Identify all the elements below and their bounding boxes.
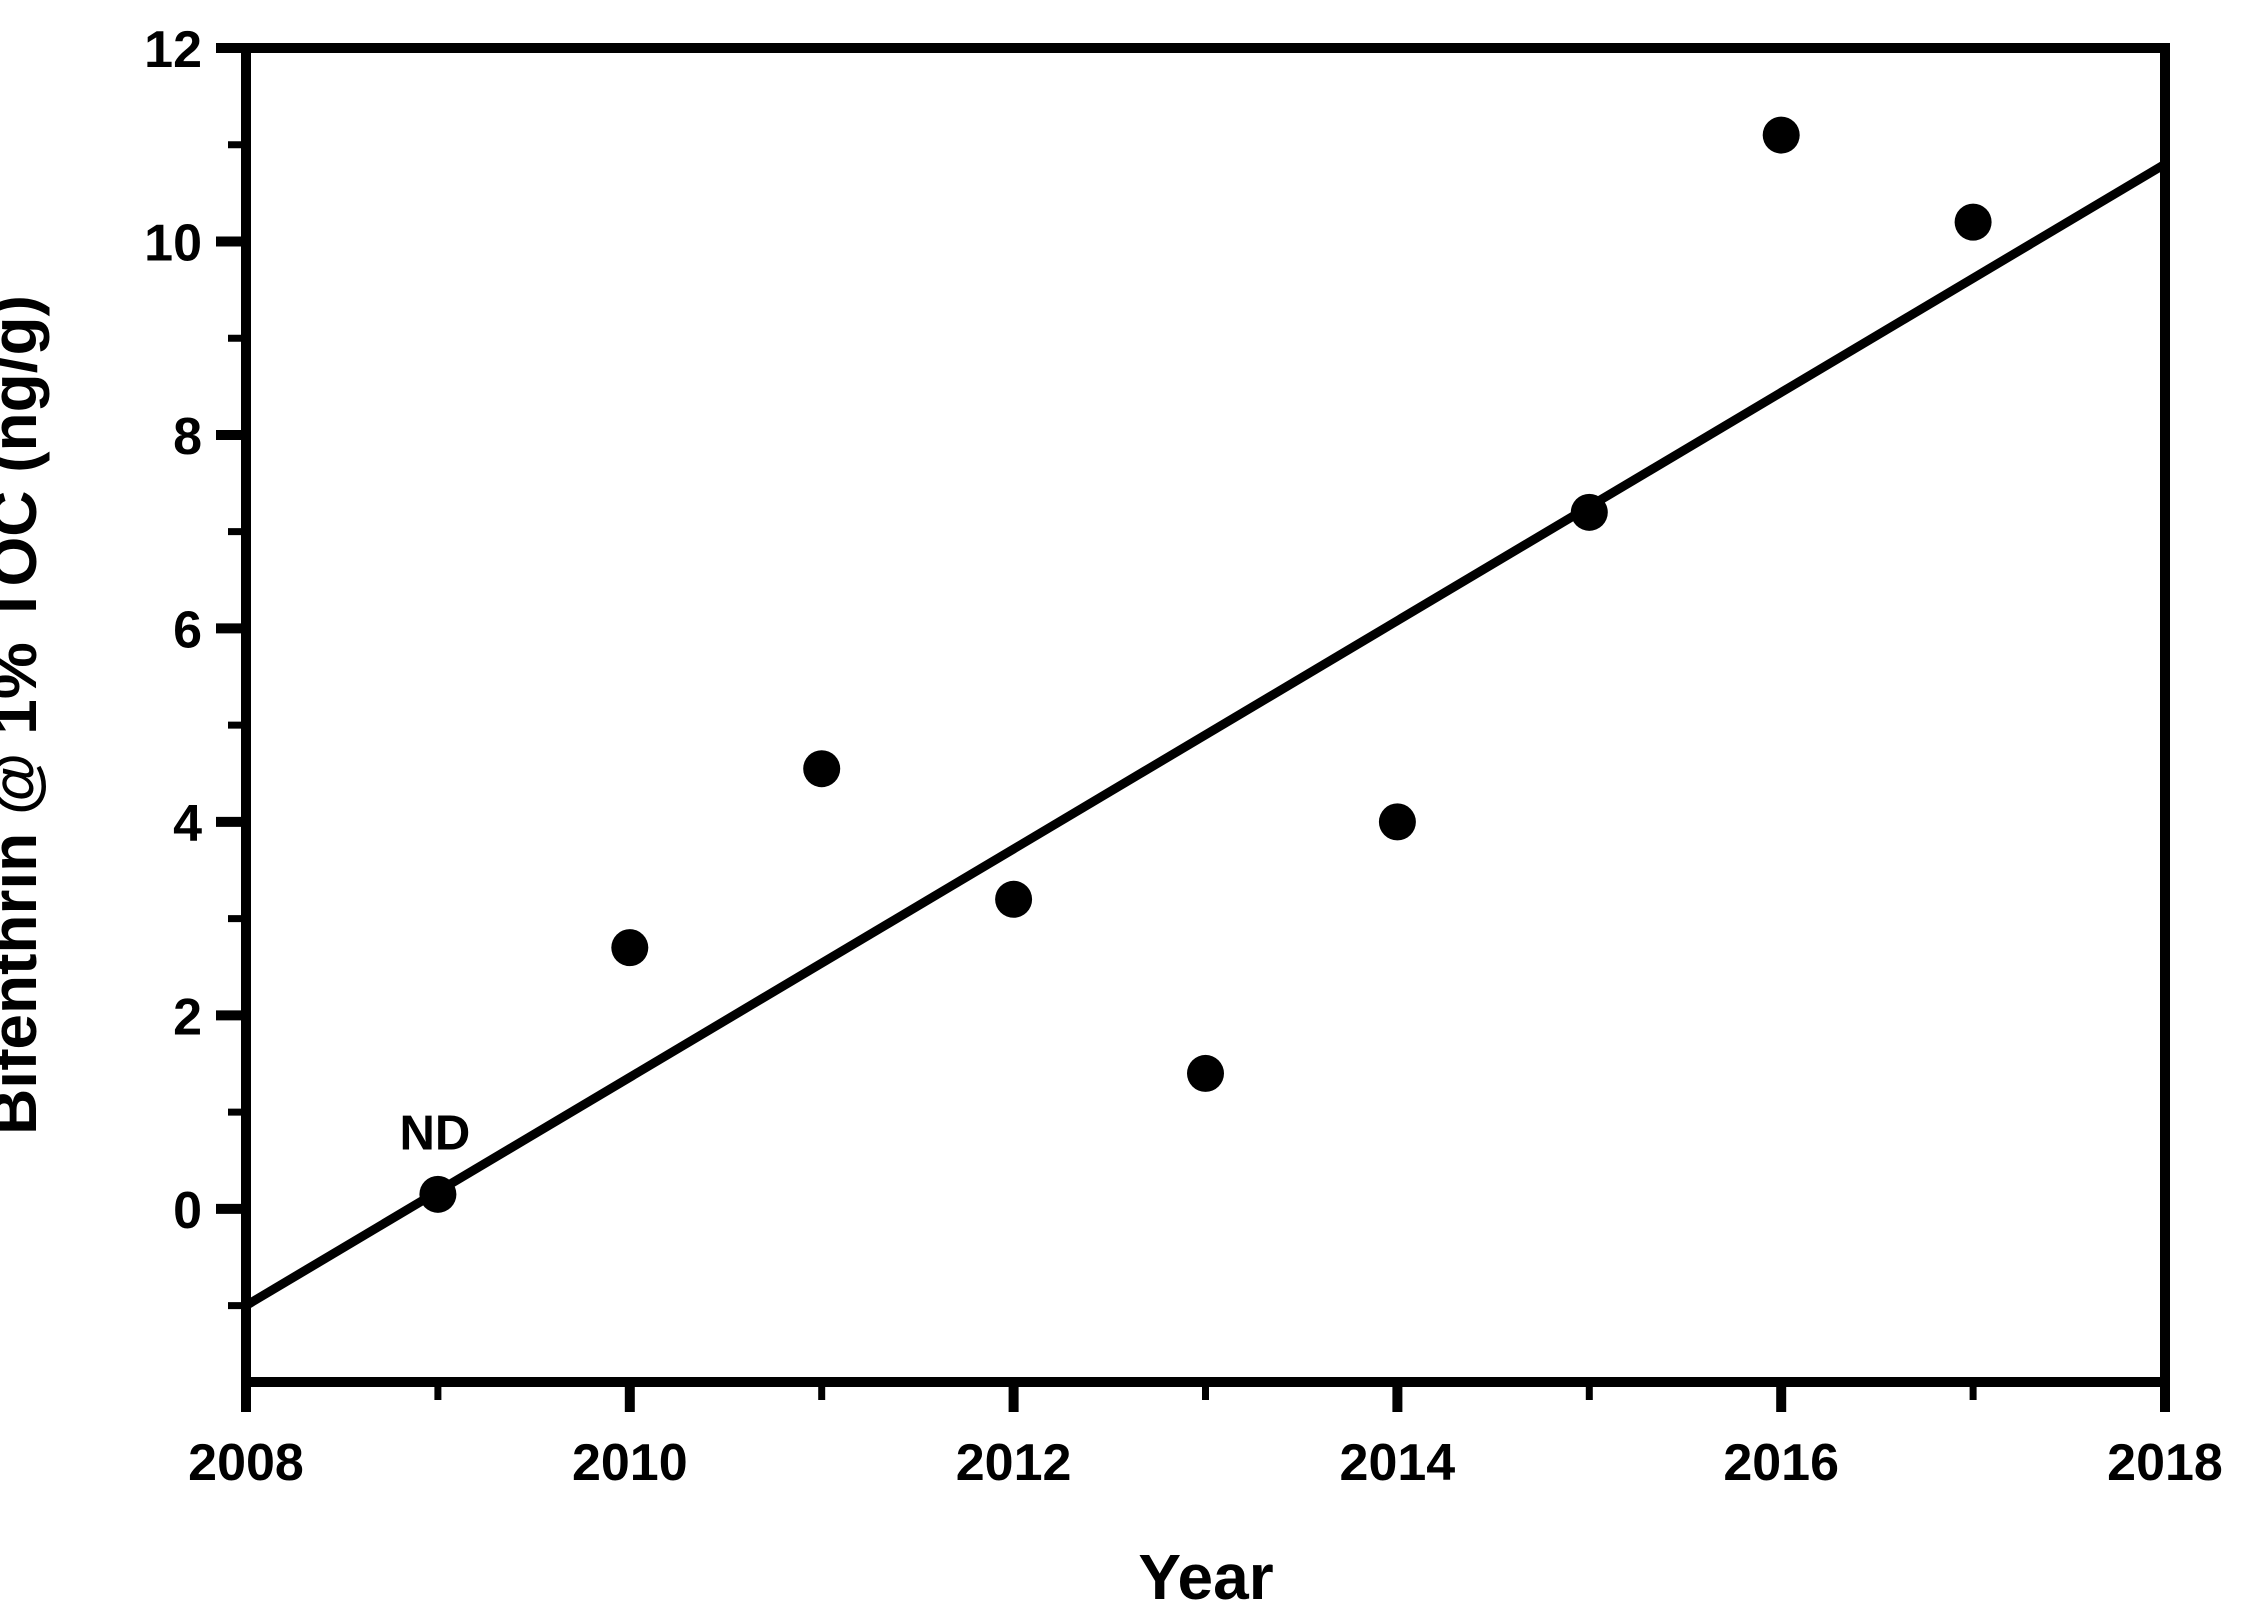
data-points	[419, 116, 1992, 1213]
y-axis-ticks	[216, 43, 246, 1310]
data-point	[1954, 203, 1992, 241]
x-tick-label: 2018	[2107, 1434, 2223, 1492]
plot-area	[241, 43, 2170, 1387]
data-point	[1570, 493, 1608, 531]
data-point	[1762, 116, 1800, 154]
x-tick-label: 2016	[1723, 1434, 1839, 1492]
x-axis-tick-labels: 2008 2010 2012 2014 2016 2018	[188, 1434, 2223, 1492]
trend-line-group	[243, 160, 2168, 1310]
y-tick-label: 4	[173, 795, 202, 853]
data-point	[803, 750, 841, 788]
data-point	[995, 880, 1033, 918]
y-tick-label: 6	[173, 601, 202, 659]
x-axis-title: Year	[1138, 1541, 1273, 1613]
x-tick-label: 2008	[188, 1434, 304, 1492]
y-tick-label: 0	[173, 1182, 202, 1240]
nd-annotation: ND	[400, 1106, 471, 1160]
y-tick-label: 2	[173, 988, 202, 1046]
x-tick-label: 2010	[572, 1434, 688, 1492]
y-tick-label: 8	[173, 408, 202, 466]
x-tick-label: 2014	[1340, 1434, 1456, 1492]
y-axis-title: Bifenthrin @ 1% TOC (ng/g)	[0, 295, 50, 1135]
data-point	[611, 929, 649, 967]
x-tick-label: 2012	[956, 1434, 1072, 1492]
x-axis-ticks	[241, 1382, 2170, 1412]
data-point	[1187, 1054, 1224, 1092]
data-point	[1378, 803, 1416, 841]
y-axis-tick-labels: 0 2 4 6 8 10 12	[144, 21, 202, 1240]
trend-line	[243, 160, 2168, 1310]
y-tick-label: 10	[144, 214, 202, 272]
y-tick-label: 12	[144, 21, 202, 79]
data-point	[419, 1175, 457, 1213]
